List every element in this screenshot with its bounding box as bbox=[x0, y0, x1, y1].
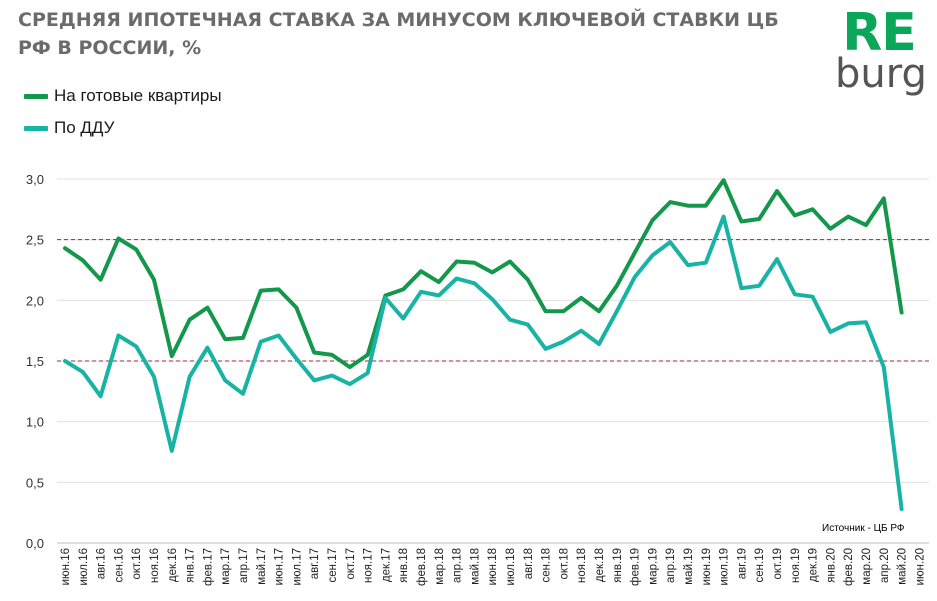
series-lines bbox=[63, 178, 904, 511]
x-tick-label: сен.18 bbox=[541, 548, 553, 582]
y-tick-label: 0,0 bbox=[26, 536, 44, 551]
legend: На готовые квартиры По ДДУ bbox=[24, 80, 222, 144]
logo-re: RE bbox=[842, 3, 917, 63]
x-tick-label: мар.18 bbox=[434, 548, 446, 585]
x-tick-label: сен.17 bbox=[327, 548, 339, 582]
legend-item-ddu: По ДДУ bbox=[24, 112, 222, 144]
x-tick-label: авг.17 bbox=[309, 548, 321, 579]
chart-title: СРЕДНЯЯ ИПОТЕЧНАЯ СТАВКА ЗА МИНУСОМ КЛЮЧ… bbox=[18, 9, 779, 59]
x-tick-label: дек.18 bbox=[594, 548, 606, 582]
x-tick-label: июл.19 bbox=[719, 548, 731, 586]
x-tick-label: май.17 bbox=[256, 548, 268, 585]
y-tick-label: 1,5 bbox=[26, 354, 44, 369]
x-tick-label: июл.18 bbox=[505, 548, 517, 586]
x-tick-label: окт.16 bbox=[131, 548, 143, 580]
x-tick-label: июн.16 bbox=[60, 548, 72, 585]
x-tick-label: дек.19 bbox=[808, 548, 820, 582]
x-tick-label: июл.17 bbox=[291, 548, 303, 586]
x-tick-label: апр.19 bbox=[665, 548, 677, 583]
reburg-logo: RE burg bbox=[835, 3, 927, 97]
x-tick-label: ноя.17 bbox=[363, 548, 375, 583]
legend-label-series1: На готовые квартиры bbox=[54, 86, 222, 105]
x-tick-label: сен.16 bbox=[113, 548, 125, 582]
x-tick-label: фев.18 bbox=[416, 548, 428, 586]
y-axis-ticks: 0,0 0,5 1,0 1,5 2,0 2,5 3,0 bbox=[26, 172, 44, 551]
legend-item-ready-apartments: На готовые квартиры bbox=[24, 80, 222, 112]
x-tick-label: дек.16 bbox=[167, 548, 179, 582]
logo-burg: burg bbox=[835, 51, 927, 97]
x-tick-label: ноя.16 bbox=[149, 548, 161, 583]
x-tick-label: янв.17 bbox=[185, 548, 197, 583]
x-tick-label: янв.19 bbox=[612, 548, 624, 583]
x-tick-label: сен.19 bbox=[754, 548, 766, 582]
x-tick-label: мар.19 bbox=[647, 548, 659, 585]
x-tick-label: май.18 bbox=[469, 548, 481, 585]
source-note: Источник - ЦБ РФ bbox=[822, 523, 905, 534]
x-tick-label: май.19 bbox=[683, 548, 695, 585]
x-tick-label: дек.17 bbox=[380, 548, 392, 582]
x-tick-label: фев.19 bbox=[630, 548, 642, 586]
x-tick-label: фев.17 bbox=[202, 548, 214, 586]
x-tick-label: авг.19 bbox=[736, 548, 748, 579]
x-tick-label: янв.18 bbox=[398, 548, 410, 583]
x-tick-label: авг.16 bbox=[96, 548, 108, 579]
x-tick-label: ноя.18 bbox=[576, 548, 588, 583]
x-tick-label: ноя.19 bbox=[790, 548, 802, 583]
x-tick-label: фев.20 bbox=[843, 548, 855, 586]
x-tick-label: май.20 bbox=[897, 548, 909, 585]
x-tick-label: мар.17 bbox=[220, 548, 232, 585]
x-tick-label: окт.17 bbox=[345, 548, 357, 580]
x-tick-label: июн.19 bbox=[701, 548, 713, 585]
x-axis-ticks: июн.16 июл.16 авг.16 сен.16 окт.16 ноя.16 дек.… bbox=[60, 548, 926, 586]
legend-swatch-series2 bbox=[24, 125, 48, 131]
y-tick-label: 0,5 bbox=[26, 475, 44, 490]
x-tick-label: мар.20 bbox=[861, 548, 873, 585]
y-tick-label: 2,0 bbox=[26, 293, 44, 308]
x-tick-label: июн.17 bbox=[274, 548, 286, 585]
x-tick-label: окт.19 bbox=[772, 548, 784, 580]
legend-swatch-series1 bbox=[24, 93, 48, 99]
x-tick-label: июл.16 bbox=[78, 548, 90, 586]
x-tick-label: янв.20 bbox=[825, 548, 837, 583]
series-line-ready-apartments bbox=[63, 178, 904, 370]
x-tick-label: июн.18 bbox=[487, 548, 499, 585]
y-tick-label: 1,0 bbox=[26, 415, 44, 430]
x-tick-label: окт.18 bbox=[558, 548, 570, 580]
x-tick-label: апр.20 bbox=[879, 548, 891, 583]
legend-label-series2: По ДДУ bbox=[54, 118, 115, 137]
gridlines bbox=[57, 178, 929, 544]
x-tick-label: авг.18 bbox=[523, 548, 535, 579]
x-tick-label: июн.20 bbox=[914, 548, 926, 585]
y-tick-label: 2,5 bbox=[26, 233, 44, 248]
x-tick-label: апр.17 bbox=[238, 548, 250, 583]
reference-lines bbox=[57, 239, 929, 362]
y-tick-label: 3,0 bbox=[26, 172, 44, 187]
x-tick-label: апр.18 bbox=[452, 548, 464, 583]
series-line-ddu bbox=[63, 214, 904, 511]
